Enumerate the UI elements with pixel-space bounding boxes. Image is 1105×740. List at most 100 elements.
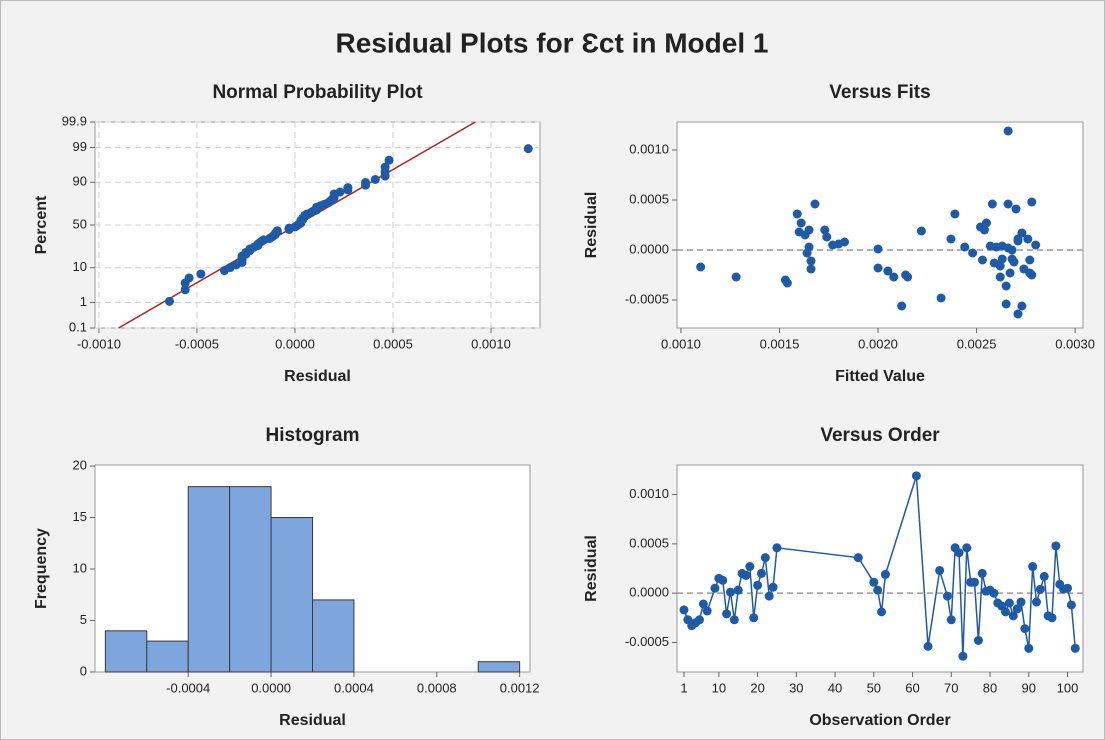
point bbox=[796, 218, 806, 228]
point bbox=[1047, 613, 1057, 623]
panel-title: Histogram bbox=[266, 425, 360, 446]
y-axis-label: Percent bbox=[33, 195, 50, 254]
x-tick-label: 90 bbox=[1022, 680, 1036, 695]
panel-title: Versus Fits bbox=[829, 82, 930, 103]
x-tick-label: 0.0000 bbox=[251, 680, 291, 695]
x-tick-label: 0.0020 bbox=[858, 336, 898, 351]
x-tick-label: 80 bbox=[983, 680, 997, 695]
point bbox=[985, 241, 995, 251]
y-axis-label: Residual bbox=[583, 192, 600, 259]
y-tick-label: 99 bbox=[73, 139, 87, 154]
point bbox=[1020, 624, 1030, 634]
point bbox=[973, 635, 983, 645]
point bbox=[272, 226, 282, 236]
point bbox=[1001, 299, 1011, 309]
point bbox=[1032, 597, 1042, 607]
point bbox=[997, 241, 1007, 251]
point bbox=[880, 569, 890, 579]
y-tick-label: 0.0005 bbox=[629, 535, 669, 550]
point bbox=[873, 244, 883, 254]
point bbox=[749, 613, 759, 623]
x-tick-label: 0.0030 bbox=[1055, 336, 1095, 351]
point bbox=[760, 553, 770, 563]
point bbox=[923, 641, 933, 651]
point bbox=[361, 177, 371, 187]
point bbox=[989, 588, 999, 598]
point bbox=[184, 273, 194, 283]
point bbox=[196, 269, 206, 279]
point bbox=[731, 272, 741, 282]
y-tick-label: 0.0000 bbox=[629, 585, 669, 600]
plot-area bbox=[676, 464, 1084, 673]
point bbox=[768, 582, 778, 592]
x-tick-label: -0.0010 bbox=[77, 336, 121, 351]
point bbox=[946, 615, 956, 625]
point bbox=[741, 570, 751, 580]
point bbox=[698, 599, 708, 609]
point bbox=[873, 585, 883, 595]
point bbox=[1003, 199, 1013, 209]
point bbox=[335, 187, 345, 197]
figure-title: Residual Plots for Ɛct in Model 1 bbox=[336, 27, 769, 58]
y-tick-label: 5 bbox=[80, 612, 87, 627]
x-tick-label: 0.0000 bbox=[275, 336, 315, 351]
x-tick-label: 0.0004 bbox=[334, 680, 374, 695]
panel-title: Versus Order bbox=[820, 425, 940, 446]
point bbox=[804, 225, 814, 235]
point bbox=[1039, 571, 1049, 581]
y-tick-label: 99.9 bbox=[62, 113, 87, 128]
x-tick-label: 0.0010 bbox=[661, 336, 701, 351]
point bbox=[370, 174, 380, 184]
x-tick-label: -0.0005 bbox=[175, 336, 219, 351]
point bbox=[916, 226, 926, 236]
point bbox=[820, 225, 830, 235]
point bbox=[911, 471, 921, 481]
x-axis-label: Residual bbox=[279, 712, 346, 729]
x-tick-label: 0.0010 bbox=[471, 336, 511, 351]
panel-title: Normal Probability Plot bbox=[212, 82, 423, 103]
x-axis-label: Residual bbox=[284, 368, 351, 385]
y-axis-label: Residual bbox=[583, 535, 600, 602]
bar bbox=[229, 486, 272, 673]
point bbox=[889, 272, 899, 282]
point bbox=[834, 239, 844, 249]
point bbox=[694, 615, 704, 625]
point bbox=[1013, 309, 1023, 319]
point bbox=[1012, 604, 1022, 614]
bar bbox=[187, 486, 231, 673]
plot-area bbox=[676, 121, 1084, 329]
point bbox=[997, 254, 1007, 264]
x-tick-label: -0.0004 bbox=[166, 680, 210, 695]
point bbox=[958, 651, 968, 661]
point bbox=[780, 275, 790, 285]
x-tick-label: 50 bbox=[867, 680, 881, 695]
point bbox=[901, 270, 911, 280]
point bbox=[962, 543, 972, 553]
point bbox=[164, 296, 174, 306]
point bbox=[970, 577, 980, 587]
x-tick-label: 20 bbox=[750, 680, 764, 695]
y-tick-label: 10 bbox=[73, 560, 87, 575]
point bbox=[384, 155, 394, 165]
point bbox=[1001, 281, 1011, 291]
point bbox=[873, 263, 883, 273]
point bbox=[810, 199, 820, 209]
point bbox=[1027, 270, 1037, 280]
point bbox=[722, 609, 732, 619]
point bbox=[802, 248, 812, 258]
point bbox=[981, 218, 991, 228]
bar bbox=[146, 640, 189, 673]
x-axis-label: Observation Order bbox=[809, 712, 950, 729]
point bbox=[1051, 541, 1061, 551]
point bbox=[977, 255, 987, 265]
point bbox=[960, 242, 970, 252]
point bbox=[1023, 234, 1033, 244]
point bbox=[380, 162, 390, 172]
point bbox=[1028, 562, 1038, 572]
point bbox=[180, 285, 190, 295]
point bbox=[877, 607, 887, 617]
y-tick-label: 0.0000 bbox=[629, 241, 669, 256]
point bbox=[753, 580, 763, 590]
point bbox=[1063, 583, 1073, 593]
